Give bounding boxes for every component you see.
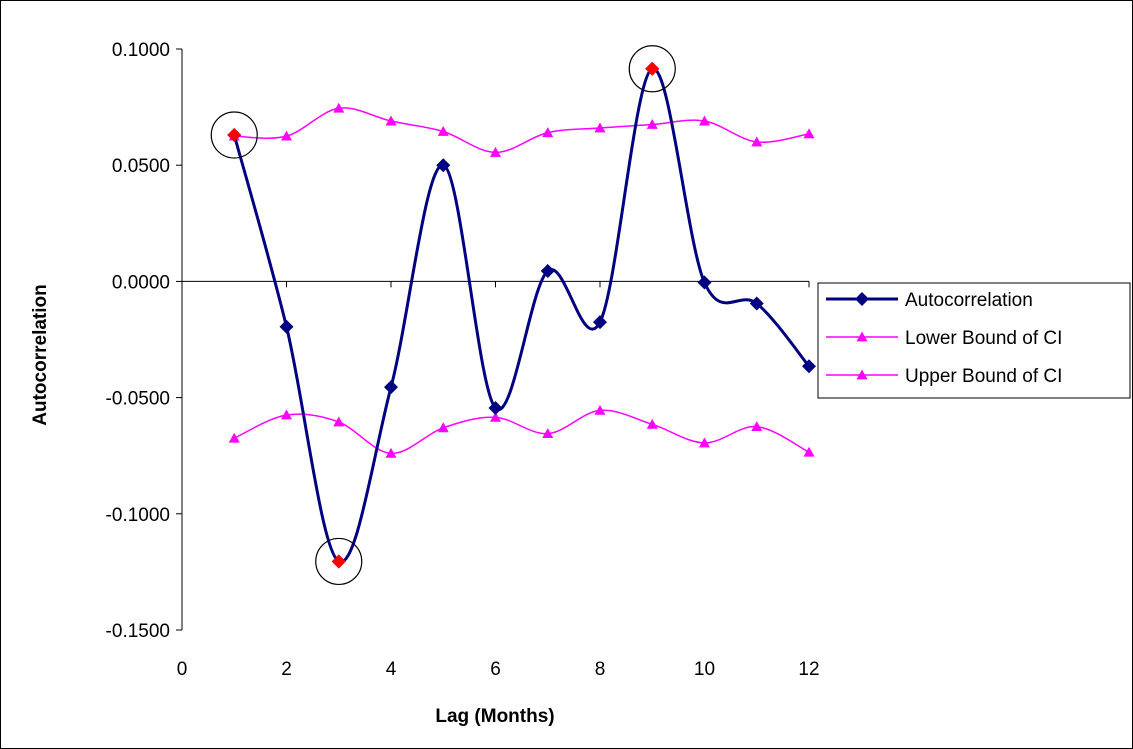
- legend-items: Autocorrelation Lower Bound of CI Upper Bo…: [826, 290, 1062, 387]
- legend-label: Lower Bound of CI: [905, 328, 1062, 349]
- x-tick-label: 8: [595, 659, 606, 680]
- x-tick-label: 2: [281, 659, 292, 680]
- legend-item: Upper Bound of CI: [826, 366, 1062, 387]
- data-point: [699, 437, 710, 448]
- data-point: [593, 315, 607, 330]
- data-point: [594, 404, 606, 415]
- x-tick-labels: 0 2 4 6 8 10 12: [177, 659, 820, 680]
- series-upper-bound-of-ci: [228, 102, 815, 157]
- legend-item: Autocorrelation: [826, 290, 1033, 311]
- x-tick-label: 12: [798, 659, 819, 680]
- data-point: [594, 122, 606, 133]
- data-point: [436, 158, 451, 173]
- data-point: [279, 319, 294, 334]
- highlighted-point: [227, 127, 242, 142]
- data-point: [751, 136, 763, 147]
- data-point: [437, 126, 449, 136]
- series-autocorrelation: [227, 61, 816, 569]
- data-point: [333, 416, 345, 427]
- data-point: [540, 263, 555, 278]
- data-point: [490, 146, 501, 157]
- data-point: [281, 130, 292, 141]
- data-point: [228, 432, 240, 443]
- y-tick-label: -0.1500: [106, 621, 170, 642]
- data-point: [281, 409, 292, 420]
- y-tick-label: -0.0500: [106, 389, 170, 410]
- data-point: [384, 380, 398, 395]
- y-axis-label: Autocorrelation: [30, 284, 51, 425]
- series-line: [233, 409, 810, 455]
- data-point: [697, 275, 712, 290]
- legend-marker: [855, 292, 869, 306]
- data-point: [802, 359, 816, 374]
- legend-item: Lower Bound of CI: [826, 328, 1062, 349]
- legend-marker: [856, 331, 868, 342]
- data-point: [803, 128, 815, 139]
- data-point: [490, 411, 501, 422]
- legend-label: Upper Bound of CI: [905, 366, 1062, 387]
- data-point: [803, 446, 815, 457]
- highlight-circle: [210, 111, 258, 159]
- highlighted-point: [331, 554, 346, 569]
- legend: Autocorrelation Lower Bound of CI Upper Bo…: [817, 282, 1131, 399]
- series-line: [234, 107, 810, 154]
- data-point: [699, 115, 710, 126]
- data-point: [333, 102, 345, 113]
- data-point: [646, 119, 658, 129]
- highlight-group: [210, 45, 676, 586]
- x-axis-label: Lag (Months): [435, 706, 554, 727]
- legend-label: Autocorrelation: [905, 290, 1033, 311]
- y-tick-label: 0.0500: [112, 156, 170, 177]
- data-point: [751, 421, 763, 432]
- x-tick-label: 6: [490, 659, 501, 680]
- series-group: [227, 61, 816, 569]
- highlighted-point: [645, 61, 660, 76]
- y-tick-labels: 0.1000 0.0500 0.0000 -0.0500 -0.1000 -0.1500: [106, 40, 182, 642]
- highlight-circle: [315, 537, 363, 586]
- y-tick-label: 0.1000: [112, 40, 170, 61]
- y-tick-label: -0.1000: [106, 505, 170, 526]
- data-point: [488, 401, 503, 416]
- x-tick-label: 0: [177, 659, 188, 680]
- data-point: [385, 115, 397, 126]
- data-point: [437, 422, 449, 433]
- x-tick-label: 4: [386, 659, 397, 680]
- legend-box: [817, 282, 1131, 399]
- data-point: [646, 418, 658, 429]
- x-tick-label: 10: [694, 659, 715, 680]
- data-point: [749, 296, 764, 311]
- highlight-circle: [628, 45, 676, 93]
- legend-marker: [856, 369, 868, 380]
- y-tick-label: 0.0000: [112, 272, 170, 293]
- data-point: [385, 447, 397, 458]
- data-point: [542, 127, 554, 138]
- series-lower-bound-of-ci: [228, 404, 815, 458]
- data-point: [542, 428, 554, 439]
